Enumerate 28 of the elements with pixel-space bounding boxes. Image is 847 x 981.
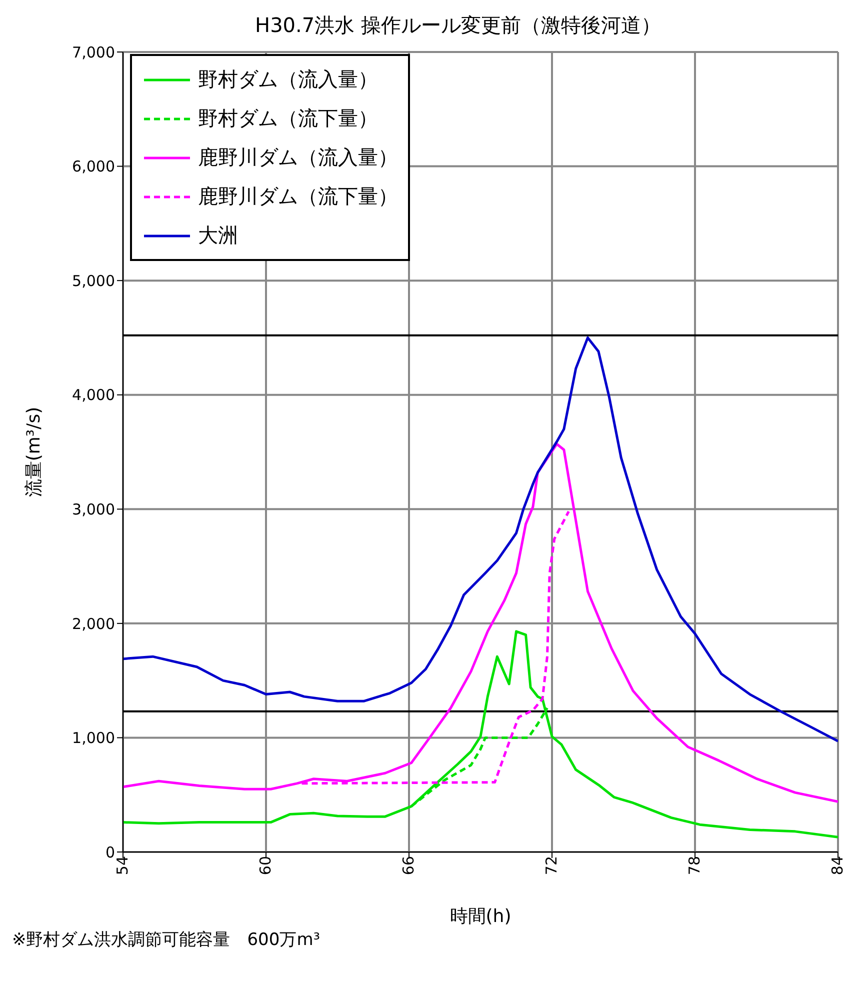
x-tick-label: 84 [828,856,847,876]
legend-label: 大洲 [198,222,238,249]
line-series [123,336,838,742]
x-tick-label: 60 [256,856,275,876]
legend-label: 野村ダム（流入量） [198,66,378,93]
y-tick-label: 4,000 [72,386,115,404]
y-tick-label: 7,000 [72,43,115,62]
legend-label: 野村ダム（流下量） [198,105,378,132]
x-tick-label: 54 [114,856,132,876]
line-series [300,510,570,785]
line-series [123,630,838,838]
y-tick-label: 0 [105,843,115,862]
x-axis-title: 時間(h) [450,906,512,927]
x-tick-label: 72 [542,856,561,876]
y-tick-label: 6,000 [72,158,115,176]
x-tick-label: 66 [400,856,418,876]
y-tick-label: 1,000 [72,729,115,748]
x-tick-label: 78 [686,856,704,876]
line-series [410,706,548,808]
text: ※野村ダム洪水調節可能容量 600万m³ [12,929,320,951]
y-tick-label: 5,000 [72,272,115,290]
y-axis-title: 流量(m³/s) [23,406,44,498]
y-tick-label: 3,000 [72,500,115,518]
legend-label: 鹿野川ダム（流下量） [198,183,398,210]
y-tick-label: 2,000 [72,614,115,633]
chart-title: H30.7洪水 操作ルール変更前（激特後河道） [254,12,662,39]
line-series [123,442,838,803]
legend-label: 鹿野川ダム（流入量） [198,144,398,171]
